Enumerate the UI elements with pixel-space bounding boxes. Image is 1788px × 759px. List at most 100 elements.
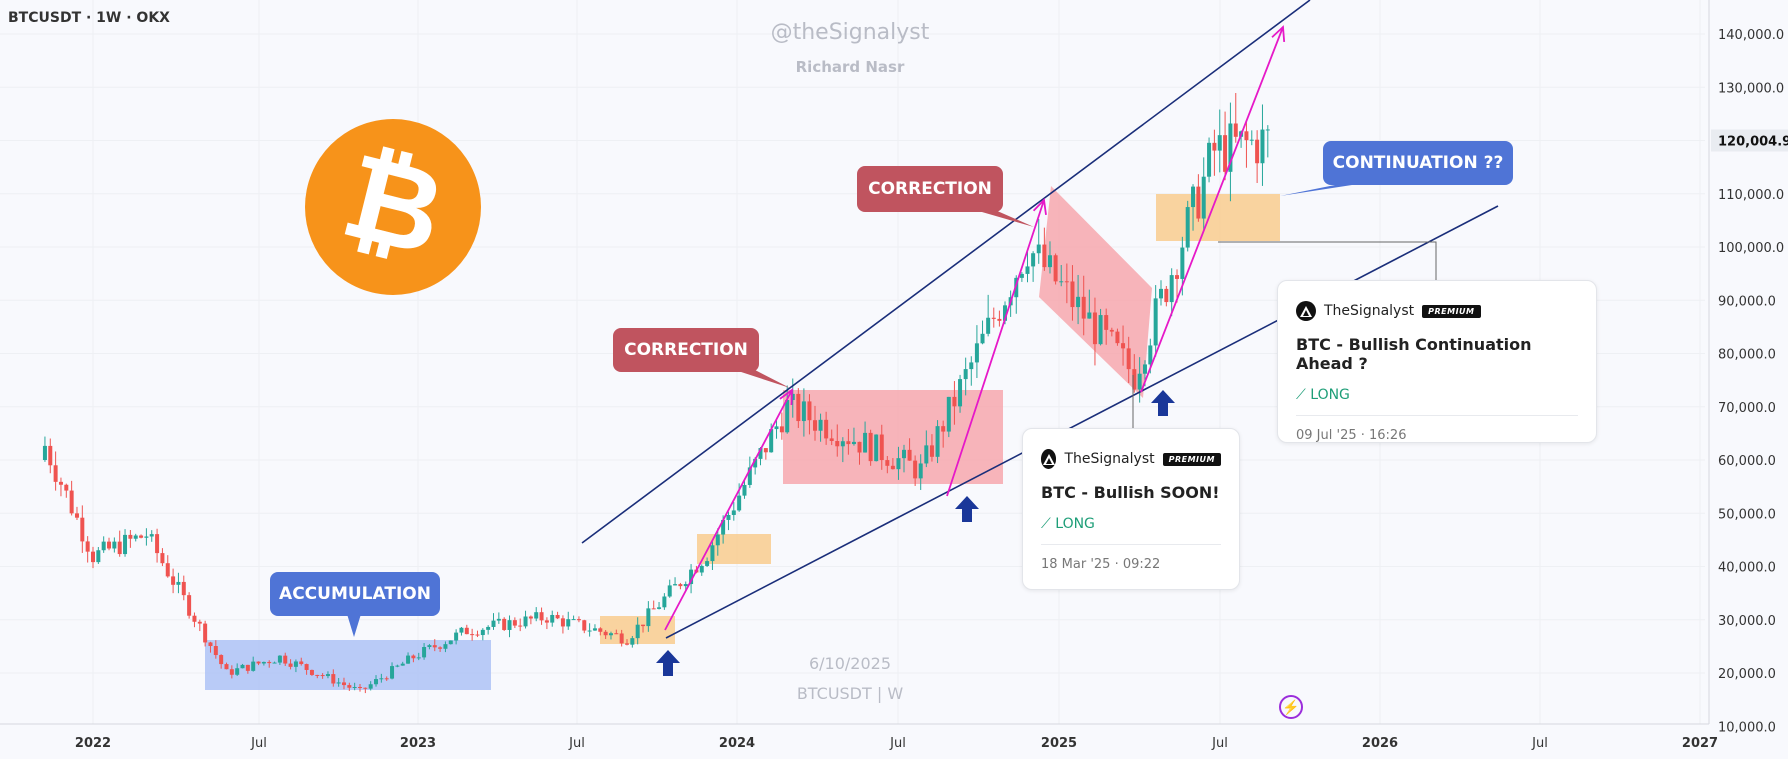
candle-body bbox=[325, 674, 330, 677]
candle-body bbox=[918, 463, 923, 479]
impulse-arrow-line bbox=[664, 389, 793, 631]
candle-body bbox=[406, 655, 411, 664]
candle-body bbox=[902, 449, 907, 459]
candle-body bbox=[1132, 369, 1137, 390]
candle-body bbox=[710, 545, 715, 562]
candle-body bbox=[758, 448, 763, 459]
candle-body bbox=[176, 581, 181, 585]
time-tick-label: 2026 bbox=[1362, 736, 1398, 751]
candle-body bbox=[1164, 288, 1169, 303]
candle-body bbox=[958, 379, 963, 407]
candle-body bbox=[165, 563, 170, 577]
candle-body bbox=[53, 465, 58, 482]
impulse-arrow-line bbox=[1140, 26, 1284, 393]
candle-body bbox=[352, 686, 357, 688]
impulse-arrow-line bbox=[946, 199, 1045, 497]
candle-body bbox=[347, 685, 352, 688]
correction-zone bbox=[783, 390, 1003, 484]
candle-body bbox=[518, 625, 523, 627]
candle-body bbox=[566, 619, 571, 627]
candle-body bbox=[219, 655, 224, 665]
candle-body bbox=[1076, 296, 1081, 308]
candle-body bbox=[689, 569, 694, 585]
candle-body bbox=[840, 441, 845, 447]
idea-timestamp: 09 Jul '25 · 16:26 bbox=[1296, 428, 1407, 443]
candle-body bbox=[1196, 186, 1201, 219]
candle-body bbox=[1180, 247, 1185, 279]
candle-body bbox=[952, 396, 957, 407]
candle-body bbox=[550, 614, 555, 623]
price-tick-label: 60,000.0 bbox=[1718, 454, 1776, 469]
correction-callout-2: CORRECTION bbox=[857, 166, 1003, 212]
signalyst-logo-icon bbox=[1296, 301, 1316, 321]
time-tick-label: 2023 bbox=[400, 736, 436, 751]
candle-body bbox=[42, 445, 47, 460]
candle-body bbox=[946, 396, 951, 432]
up-arrow-icon bbox=[955, 496, 979, 522]
bitcoin-logo bbox=[305, 119, 481, 295]
candle-body bbox=[699, 565, 704, 573]
watermark-handle: @theSignalyst bbox=[770, 20, 930, 45]
candle-body bbox=[1087, 312, 1092, 319]
candle-body bbox=[935, 426, 940, 457]
candle-body bbox=[512, 620, 517, 626]
candle-body bbox=[801, 401, 806, 422]
candle-body bbox=[422, 647, 427, 658]
candle-body bbox=[1126, 348, 1131, 370]
candle-body bbox=[315, 674, 320, 676]
last-price-label-bg bbox=[1711, 129, 1788, 152]
candle-body bbox=[598, 628, 603, 632]
price-tick-label: 50,000.0 bbox=[1718, 507, 1776, 522]
candle-body bbox=[272, 662, 277, 664]
candle-body bbox=[160, 553, 165, 564]
idea-card-1[interactable]: TheSignalyst PREMIUM BTC - Bullish SOON!… bbox=[1022, 428, 1240, 590]
up-arrow-icon bbox=[656, 650, 680, 676]
candle-body bbox=[1260, 129, 1265, 164]
continuation-callout: CONTINUATION ?? bbox=[1323, 141, 1513, 185]
signalyst-logo-icon bbox=[1041, 449, 1057, 469]
candle-body bbox=[443, 644, 448, 649]
candle-body bbox=[341, 682, 346, 686]
candle-body bbox=[619, 633, 624, 644]
idea-direction: LONG bbox=[1055, 516, 1095, 532]
candle-body bbox=[1115, 331, 1120, 344]
candle-body bbox=[991, 317, 996, 319]
candle-body bbox=[1025, 266, 1030, 274]
candle-body bbox=[245, 664, 250, 671]
price-tick-label: 30,000.0 bbox=[1718, 614, 1776, 629]
candle-body bbox=[737, 495, 742, 511]
price-tick-label: 130,000.0 bbox=[1718, 81, 1784, 96]
idea-author[interactable]: TheSignalyst bbox=[1064, 451, 1155, 467]
candle-body bbox=[539, 612, 544, 621]
watermark-symbol: BTCUSDT | W bbox=[796, 684, 904, 703]
candle-body bbox=[1191, 186, 1196, 208]
watermark-author: Richard Nasr bbox=[795, 58, 905, 76]
candle-body bbox=[753, 458, 758, 468]
idea-author[interactable]: TheSignalyst bbox=[1324, 303, 1415, 319]
idea-title[interactable]: BTC - Bullish Continuation Ahead ? bbox=[1296, 335, 1532, 373]
candle-body bbox=[1217, 135, 1222, 151]
candle-body bbox=[128, 534, 133, 539]
continuation-callout-pointer bbox=[1280, 183, 1365, 196]
candle-body bbox=[197, 621, 202, 624]
candle-body bbox=[1121, 343, 1126, 349]
bolt-icon[interactable]: ⚡ bbox=[1279, 695, 1303, 719]
candle-body bbox=[336, 682, 341, 684]
candle-body bbox=[890, 465, 895, 470]
candle-body bbox=[1185, 207, 1190, 248]
candle-body bbox=[1249, 139, 1254, 141]
candle-body bbox=[1153, 298, 1158, 346]
watermark-date: 6/10/2025 bbox=[808, 654, 892, 673]
candle-body bbox=[1081, 296, 1086, 319]
candle-body bbox=[85, 541, 90, 552]
candle-body bbox=[913, 460, 918, 479]
candle-body bbox=[790, 393, 795, 401]
idea-card-2[interactable]: TheSignalyst PREMIUM BTC - Bullish Conti… bbox=[1277, 280, 1597, 443]
time-tick-label: Jul bbox=[1531, 736, 1548, 751]
candle-body bbox=[813, 420, 818, 431]
candle-body bbox=[1104, 315, 1109, 330]
candle-body bbox=[986, 317, 991, 334]
idea-title[interactable]: BTC - Bullish SOON! bbox=[1041, 483, 1220, 502]
candle-body bbox=[416, 657, 421, 659]
